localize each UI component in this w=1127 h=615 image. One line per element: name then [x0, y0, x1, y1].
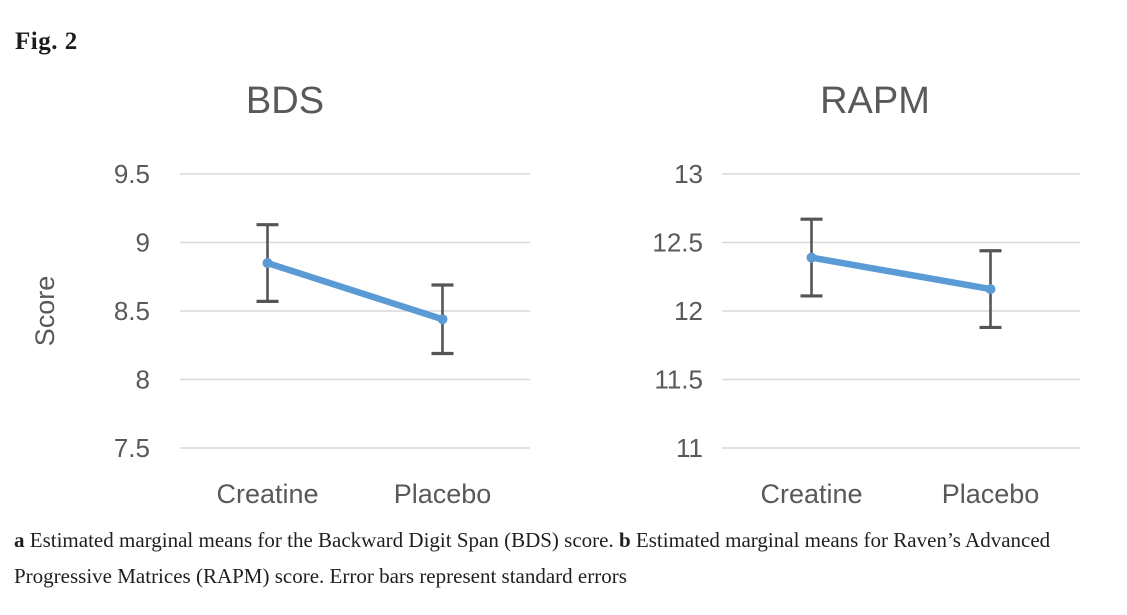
chart-bds: 9.5 9 8.5 8 7.5 BDS Score Creatine Placebo	[30, 80, 530, 509]
data-point-marker	[806, 252, 817, 263]
chart-title: RAPM	[820, 80, 930, 122]
category-label: Placebo	[394, 479, 492, 509]
caption-part-b-label: b	[618, 528, 631, 552]
y-tick-label: 8.5	[114, 296, 150, 326]
figure-caption: a Estimated marginal means for the Backw…	[14, 522, 1114, 594]
y-tick-label: 11.5	[654, 365, 703, 395]
figure-label: Fig. 2	[15, 28, 78, 55]
data-point-marker	[262, 258, 273, 269]
y-tick-label: 7.5	[114, 433, 150, 463]
caption-part-a-text: Estimated marginal means for the Backwar…	[24, 528, 619, 552]
category-label: Creatine	[760, 479, 862, 509]
category-label: Creatine	[216, 479, 318, 509]
y-tick-label: 12	[674, 296, 703, 326]
y-axis-label: Score	[30, 276, 60, 347]
data-line	[808, 254, 994, 293]
data-point-marker	[985, 284, 996, 295]
chart-title: BDS	[246, 80, 324, 122]
y-tick-label: 12.5	[652, 228, 703, 258]
chart-rapm: 13 12.5 12 11.5 11 RAPM Creatine Placebo	[652, 80, 1080, 509]
y-tick-label: 13	[674, 159, 703, 189]
data-point-marker	[437, 314, 448, 325]
y-tick-label: 9	[136, 228, 150, 258]
category-label: Placebo	[942, 479, 1040, 509]
charts-canvas: 9.5 9 8.5 8 7.5 BDS Score Creatine Placebo 13 12.5…	[30, 80, 1080, 509]
y-tick-label: 9.5	[114, 159, 150, 189]
caption-part-b-text: Estimated marginal means for Raven’s Adv…	[14, 528, 1051, 588]
data-line	[264, 259, 446, 323]
y-tick-label: 8	[136, 365, 150, 395]
caption-part-a-label: a	[14, 528, 25, 552]
y-tick-label: 11	[676, 433, 703, 463]
